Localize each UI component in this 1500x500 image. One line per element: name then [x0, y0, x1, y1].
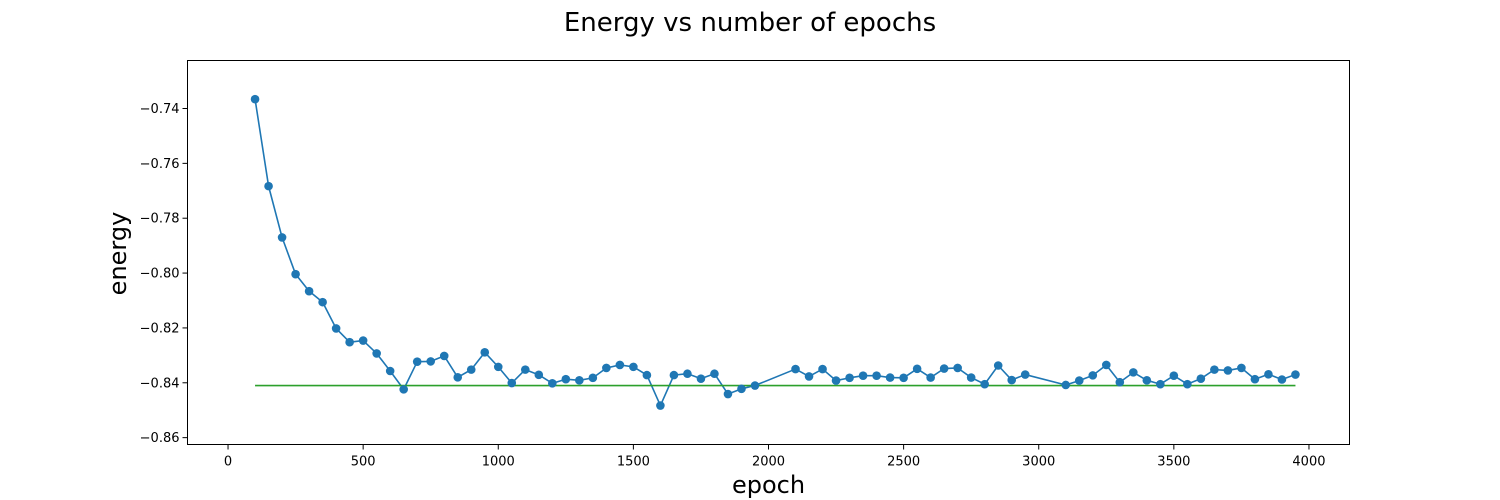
data-point — [318, 297, 327, 307]
data-point — [291, 269, 300, 279]
data-point — [939, 364, 949, 373]
data-point — [642, 370, 652, 380]
data-point — [277, 233, 287, 242]
data-point — [1088, 371, 1098, 380]
data-point — [426, 357, 436, 366]
data-point — [1250, 374, 1260, 384]
data-point — [1169, 371, 1179, 380]
data-point — [953, 363, 962, 373]
x-tick-label: 1500 — [617, 455, 650, 470]
data-point — [548, 379, 557, 388]
data-point — [385, 366, 395, 376]
x-axis-title: epoch — [732, 471, 805, 499]
x-tick-label: 4000 — [1292, 455, 1325, 470]
x-tick-label: 3500 — [1157, 455, 1190, 470]
data-point — [656, 401, 665, 410]
data-point — [1101, 360, 1111, 370]
data-point — [831, 376, 841, 385]
data-point — [1007, 375, 1017, 385]
data-point — [561, 374, 571, 384]
data-point — [1115, 377, 1125, 387]
data-point — [1183, 379, 1192, 389]
x-tick-label: 1000 — [482, 455, 515, 470]
data-point — [912, 364, 922, 374]
data-point — [1156, 379, 1165, 389]
data-point — [737, 384, 746, 394]
energy-series-line — [254, 99, 1296, 407]
data-point — [304, 286, 314, 296]
data-point — [791, 364, 800, 374]
data-point — [345, 337, 354, 347]
chart-title: Energy vs number of epochs — [564, 8, 936, 38]
data-point — [669, 370, 679, 380]
x-tick-label: 2000 — [752, 455, 785, 470]
y-tick-label: −0.78 — [140, 212, 180, 227]
data-point — [264, 181, 273, 191]
data-point — [1210, 365, 1219, 374]
x-tick-label: 0 — [224, 455, 232, 470]
data-point — [1264, 369, 1273, 379]
data-point — [629, 362, 638, 372]
y-tick-label: −0.86 — [140, 431, 180, 446]
data-point — [520, 365, 530, 374]
data-point — [399, 385, 408, 394]
data-point — [1061, 380, 1071, 390]
data-point — [466, 365, 476, 374]
data-point — [507, 378, 517, 388]
data-point — [858, 371, 868, 380]
data-point — [588, 373, 598, 383]
data-point — [818, 364, 827, 374]
data-point — [804, 372, 814, 381]
data-point — [331, 324, 341, 333]
data-point — [1291, 370, 1300, 379]
data-point — [358, 336, 368, 345]
y-tick-label: −0.84 — [140, 376, 180, 391]
data-point — [696, 374, 706, 383]
y-tick-label: −0.74 — [140, 102, 180, 117]
data-point — [1277, 375, 1287, 384]
plot-area — [250, 94, 1300, 410]
data-point — [926, 373, 935, 382]
data-point — [1020, 370, 1030, 379]
data-point — [575, 376, 584, 385]
data-point — [872, 371, 881, 380]
data-point — [439, 351, 449, 361]
x-tick-label: 2500 — [887, 455, 920, 470]
data-point — [885, 373, 895, 382]
data-point — [750, 381, 760, 390]
x-axis: 0 500 1000 1500 2000 2500 3000 3500 4000 — [224, 444, 1326, 470]
data-point — [453, 373, 463, 382]
plot-frame — [187, 60, 1350, 445]
data-point — [710, 369, 719, 379]
data-point — [899, 373, 908, 383]
data-point — [1142, 376, 1152, 385]
data-point — [1074, 376, 1084, 385]
data-point — [723, 389, 733, 399]
x-tick-label: 500 — [351, 455, 376, 470]
y-axis: −0.86 −0.84 −0.82 −0.80 −0.78 −0.76 −0.74 — [140, 102, 188, 446]
data-point — [1129, 368, 1138, 377]
data-point — [602, 363, 611, 373]
data-point — [980, 379, 989, 389]
y-tick-label: −0.82 — [140, 321, 180, 336]
data-point — [683, 369, 692, 379]
data-point — [372, 349, 381, 358]
y-tick-label: −0.76 — [140, 157, 180, 172]
x-tick-label: 3000 — [1022, 455, 1055, 470]
data-point — [966, 373, 976, 382]
data-point — [493, 362, 503, 372]
data-point — [993, 361, 1003, 370]
data-point — [1196, 374, 1206, 383]
data-point — [1223, 366, 1233, 375]
y-axis-title: energy — [104, 212, 132, 296]
y-tick-label: −0.80 — [140, 267, 180, 282]
data-point — [480, 348, 490, 357]
data-point — [1237, 363, 1246, 373]
data-point — [615, 360, 625, 370]
data-point — [412, 357, 422, 366]
data-point — [250, 94, 260, 104]
data-point — [845, 373, 854, 383]
data-point — [534, 370, 544, 380]
